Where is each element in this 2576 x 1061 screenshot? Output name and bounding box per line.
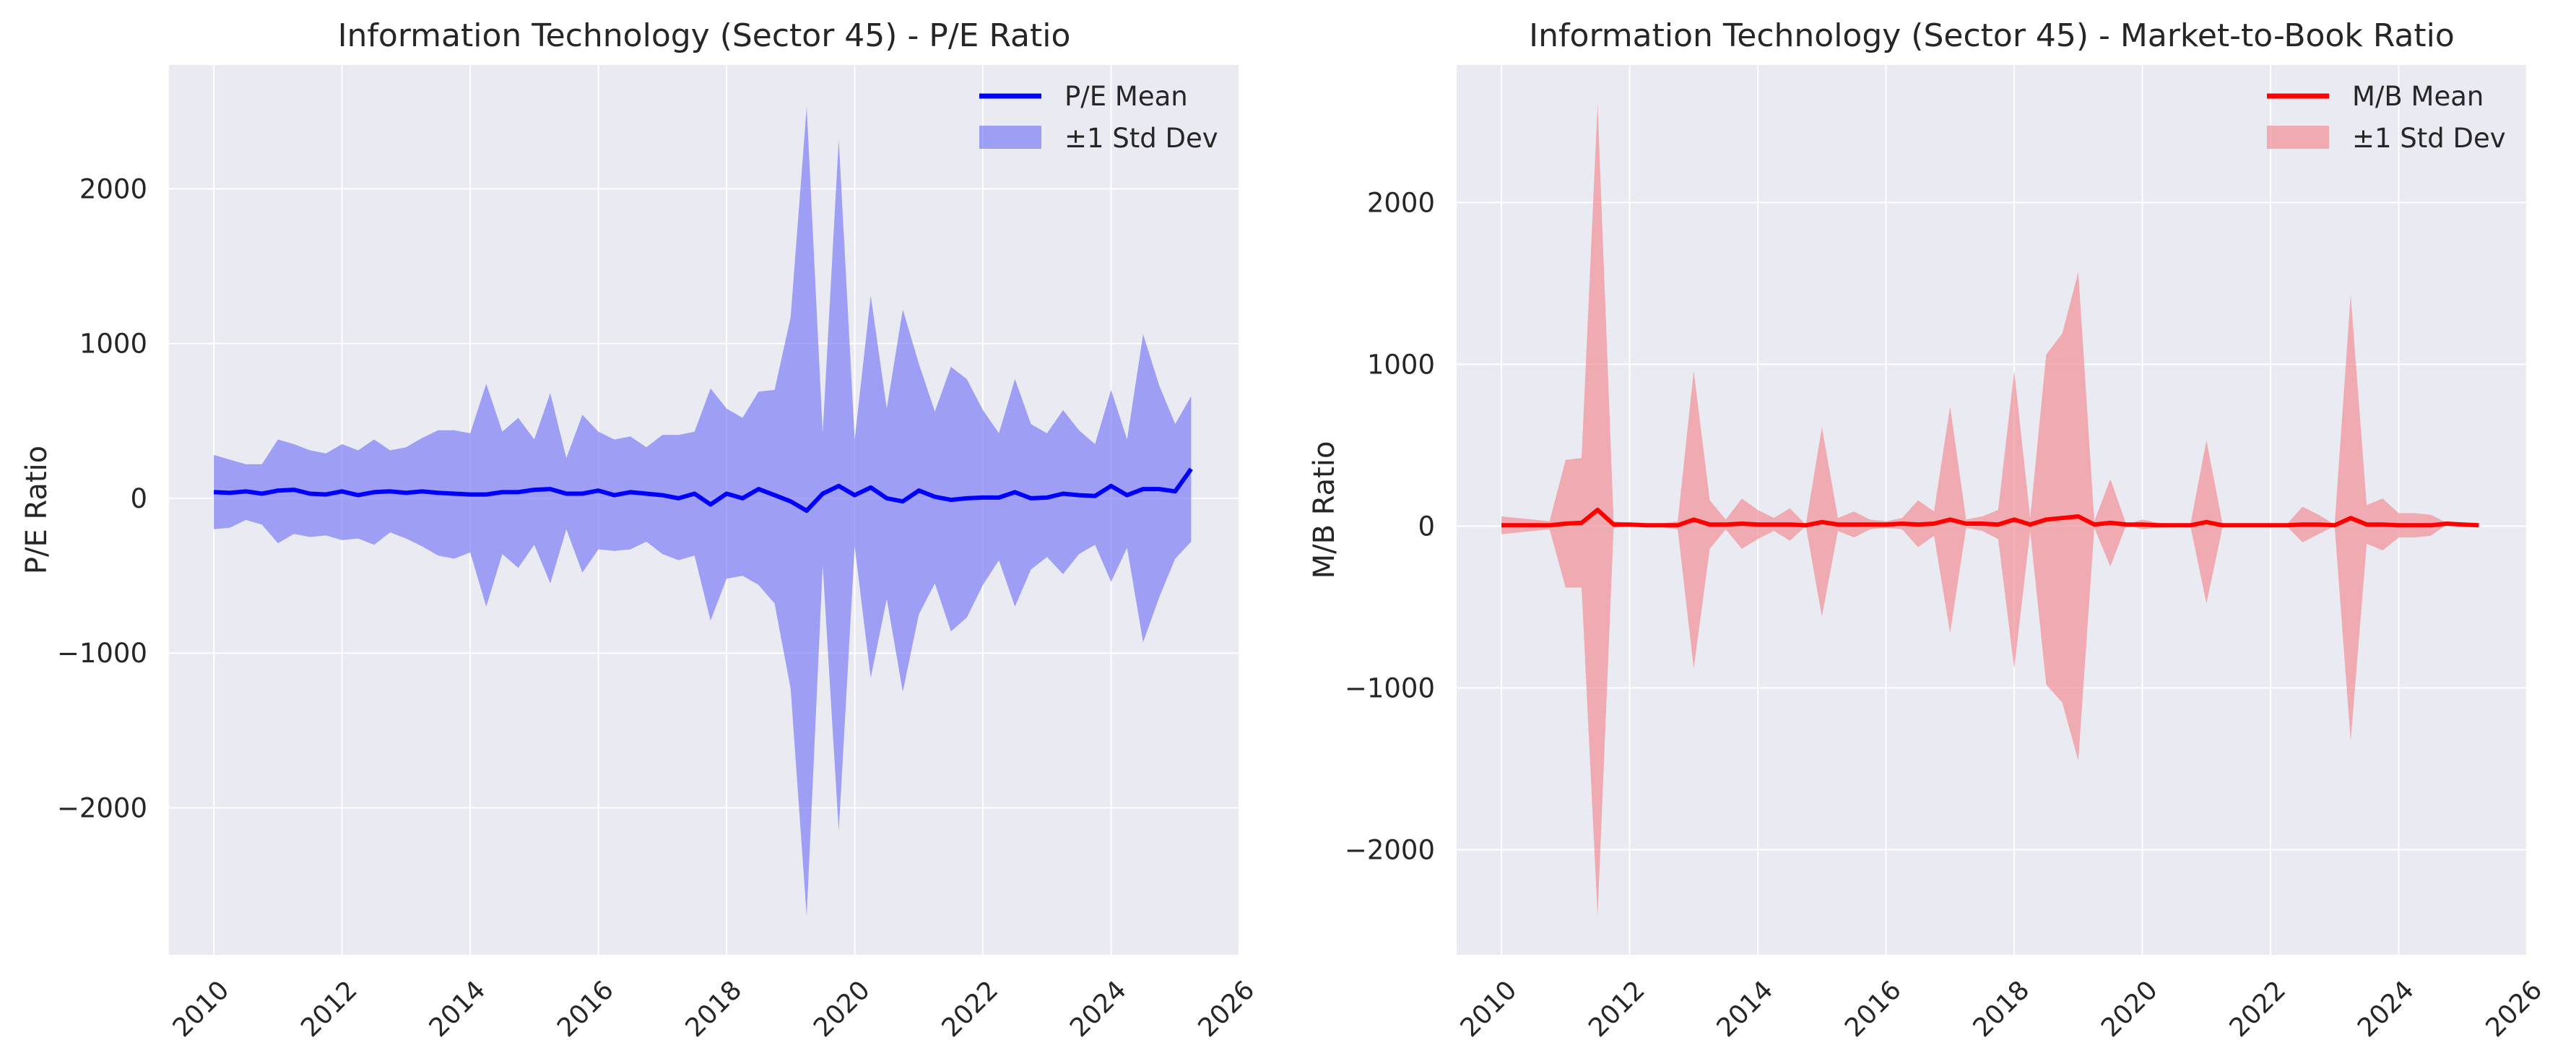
mb-x-ticks: 2010 2012 2014 2016 2018 2020 2022 2024 2026 — [1455, 975, 2549, 1043]
pe-ytick-label-1: −1000 — [57, 638, 147, 669]
mb-legend-band-swatch — [2267, 126, 2329, 149]
mb-chart-title: Information Technology (Sector 45) - Mar… — [1529, 17, 2455, 54]
pe-xtick-label-8: 2026 — [1192, 975, 1260, 1043]
pe-chart-title: Information Technology (Sector 45) - P/E… — [338, 17, 1071, 54]
mb-xtick-label-4: 2018 — [1968, 975, 2036, 1043]
mb-xtick-label-0: 2010 — [1455, 975, 1523, 1043]
mb-ytick-label-3: 1000 — [1367, 349, 1435, 380]
pe-xtick-label-0: 2010 — [168, 975, 235, 1043]
pe-ytick-label-4: 2000 — [79, 173, 147, 204]
pe-std-band — [214, 106, 1192, 917]
mb-legend-std-label: ±1 Std Dev — [2352, 123, 2506, 154]
pe-xtick-label-2: 2014 — [424, 975, 492, 1043]
mb-ytick-label-4: 2000 — [1367, 187, 1435, 218]
pe-xtick-label-4: 2018 — [680, 975, 748, 1043]
mb-y-axis-label: M/B Ratio — [1308, 441, 1341, 579]
mb-ytick-label-1: −1000 — [1345, 672, 1435, 703]
mb-xtick-label-1: 2012 — [1583, 975, 1651, 1043]
pe-legend-band-swatch — [979, 126, 1041, 149]
pe-legend-mean-label: P/E Mean — [1064, 81, 1188, 112]
mb-ytick-label-0: −2000 — [1345, 834, 1435, 865]
pe-legend-std-label: ±1 Std Dev — [1064, 123, 1218, 154]
pe-y-ticks: −2000 −1000 0 1000 2000 — [57, 173, 147, 823]
pe-mean-line — [213, 467, 1193, 514]
mb-xtick-label-5: 2020 — [2096, 975, 2164, 1043]
pe-xtick-label-6: 2022 — [937, 975, 1005, 1043]
mb-xtick-label-3: 2016 — [1839, 975, 1907, 1043]
pe-ytick-label-2: 0 — [130, 483, 147, 514]
mb-ratio-panel: 2010 2012 2014 2016 2018 2020 2022 2024 2026 −20… — [1308, 17, 2548, 1043]
mb-legend: M/B Mean ±1 Std Dev — [2267, 81, 2506, 154]
pe-x-ticks: 2010 2012 2014 2016 2018 2020 2022 2024 2026 — [168, 975, 1261, 1043]
mb-xtick-label-8: 2026 — [2480, 975, 2548, 1043]
pe-xtick-label-3: 2016 — [552, 975, 620, 1043]
mb-legend-mean-label: M/B Mean — [2352, 81, 2484, 112]
mb-xtick-label-7: 2024 — [2352, 975, 2420, 1043]
mb-y-ticks: −2000 −1000 0 1000 2000 — [1345, 187, 1435, 865]
mb-xtick-label-6: 2022 — [2224, 975, 2292, 1043]
mb-xtick-label-2: 2014 — [1712, 975, 1779, 1043]
pe-ytick-label-0: −2000 — [57, 792, 147, 823]
mb-grid — [1457, 65, 2528, 955]
pe-xtick-label-1: 2012 — [295, 975, 363, 1043]
pe-ytick-label-3: 1000 — [79, 329, 147, 360]
pe-xtick-label-5: 2020 — [808, 975, 876, 1043]
mb-ytick-label-2: 0 — [1418, 511, 1435, 542]
pe-legend: P/E Mean ±1 Std Dev — [979, 81, 1218, 154]
pe-xtick-label-7: 2024 — [1064, 975, 1132, 1043]
mb-mean-line — [1501, 508, 2479, 528]
pe-ratio-panel: 2010 2012 2014 2016 2018 2020 2022 2024 2026 −20… — [20, 17, 1260, 1043]
mb-std-band — [1501, 103, 2479, 917]
pe-y-axis-label: P/E Ratio — [20, 446, 53, 574]
